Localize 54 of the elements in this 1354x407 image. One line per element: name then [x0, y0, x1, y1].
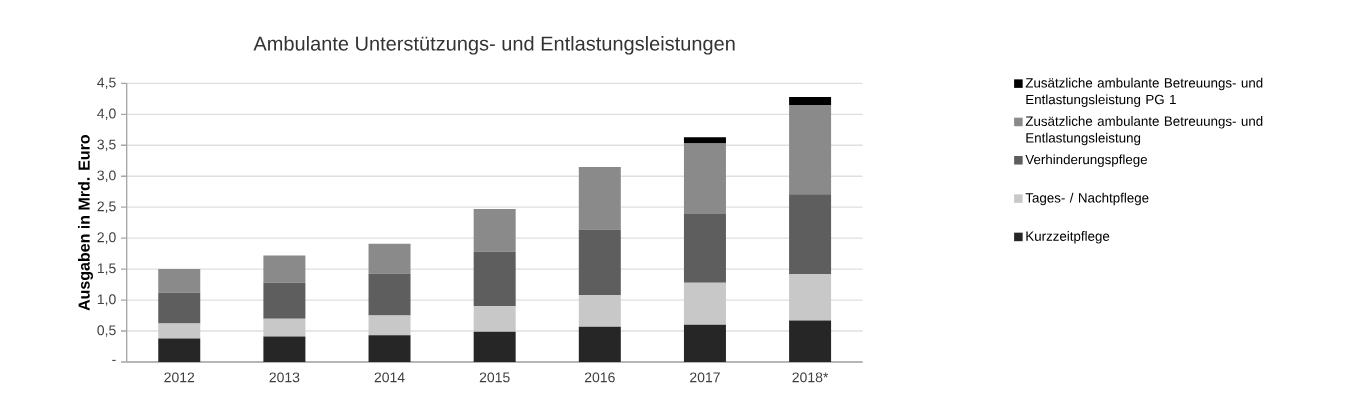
bar [158, 323, 201, 339]
x-tick-label: 2018* [792, 372, 829, 383]
y-tick-label: 3,0 [97, 170, 116, 183]
bar [368, 335, 411, 362]
bar [683, 137, 726, 144]
x-tick-label: 2014 [374, 372, 405, 383]
bar [473, 331, 516, 362]
y-tick-label: 1,0 [97, 294, 116, 306]
bar [368, 315, 411, 336]
bar [263, 255, 306, 283]
bar [473, 251, 516, 307]
bar [683, 324, 726, 362]
bar [158, 338, 201, 362]
y-tick-label: - [112, 359, 116, 361]
y-tick-label: 0,5 [97, 325, 116, 337]
x-tick-label: 2013 [269, 372, 300, 383]
y-tick-label: 4,0 [97, 108, 116, 121]
bar [789, 105, 832, 195]
bar [578, 295, 621, 327]
y-tick-label: 1,5 [97, 263, 116, 275]
bar [789, 274, 832, 321]
bar [683, 213, 726, 283]
chart-title: Ambulante Unterstützungs- und Entlastungsleistungen [253, 35, 735, 55]
bar [158, 269, 201, 293]
bar [578, 229, 621, 296]
bar [263, 318, 306, 337]
bar [263, 282, 306, 319]
y-axis-title: Ausgaben in Mrd. Euro [78, 134, 93, 311]
x-tick-label: 2012 [164, 372, 195, 383]
x-tick-label: 2017 [690, 372, 720, 383]
bar [473, 209, 516, 252]
bar [789, 194, 832, 275]
legend-label: Verhinderungspflege [1025, 154, 1147, 167]
bar [368, 243, 411, 274]
legend-label: Zusätzliche ambulante Betreuungs- und Entlastungsleistung [1025, 116, 1263, 146]
y-tick-label: 3,5 [97, 139, 116, 152]
bar [683, 143, 726, 214]
y-tick-label: 2,5 [97, 201, 116, 213]
bar [578, 166, 621, 230]
bar [789, 96, 832, 106]
legend-label: Zusätzliche ambulante Betreuungs- und Entlastungsleistung PG 1 [1025, 77, 1263, 107]
y-tick-label: 2,0 [97, 232, 116, 244]
legend-label: Tages- / Nachtpflege [1025, 192, 1149, 206]
bar [578, 326, 621, 362]
bar [368, 273, 411, 316]
bar [683, 282, 726, 325]
legend-label: Kurzzeitpflege [1026, 231, 1110, 244]
x-tick-label: 2015 [479, 372, 510, 383]
bar [263, 336, 306, 362]
bar [473, 306, 516, 332]
x-tick-label: 2016 [584, 372, 615, 383]
y-tick-label: 4,5 [97, 77, 116, 90]
bar [158, 292, 201, 324]
bar [789, 320, 832, 362]
